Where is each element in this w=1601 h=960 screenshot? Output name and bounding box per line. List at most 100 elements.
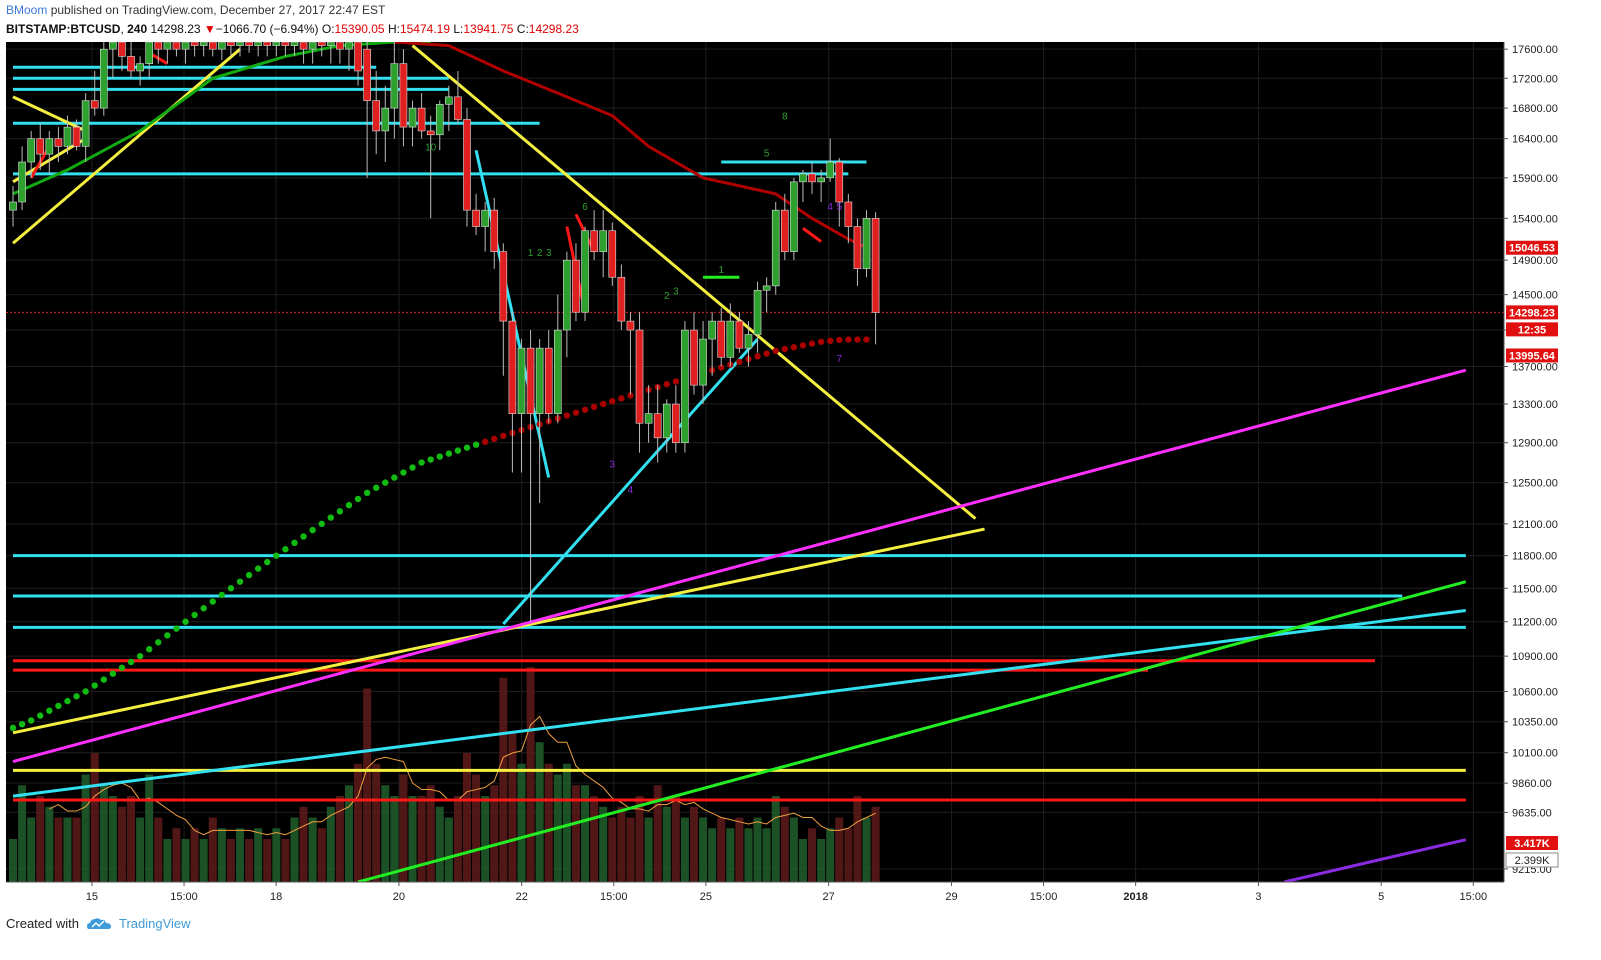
psar-dot [427, 456, 434, 463]
volume-bar [571, 785, 580, 882]
volume-tag: 3.417K [1514, 838, 1550, 850]
time-tick-label: 18 [270, 891, 282, 903]
time-axis[interactable]: 15 15:00 18 20 22 15:00 25 27 29 15:00 2018 3 5 15:00 [6, 881, 1595, 906]
price-tick-label: 17200.00 [1512, 73, 1558, 85]
interval-label[interactable]: 240 [127, 22, 148, 36]
candle-body [290, 42, 299, 46]
volume-bar [444, 817, 453, 882]
trend-line [12, 48, 241, 245]
candle-body [644, 413, 653, 424]
volume-bar [481, 796, 490, 882]
psar-dot [245, 571, 253, 579]
volume-bar [490, 785, 499, 882]
price-tick-label: 14900.00 [1512, 255, 1558, 267]
volume-bar [617, 806, 626, 882]
psar-dot [808, 340, 816, 347]
price-tick-label: 10900.00 [1512, 651, 1558, 663]
candle-body [9, 201, 17, 211]
volume-bar [99, 785, 108, 882]
count-label: 3 [673, 287, 679, 298]
candle-body [109, 42, 117, 50]
volume-bar [117, 806, 126, 882]
chart-area[interactable]: 10 8 6 5 4 5 3 4 7 1 2 3 1 2 3 17600.00 17200.00 16800.0… [6, 40, 1595, 906]
time-tick-label: 15:00 [170, 891, 198, 903]
volume-bar [472, 774, 481, 882]
candle-body [445, 96, 453, 105]
price-tick-label: 10100.00 [1512, 748, 1558, 760]
trend-line [12, 95, 87, 133]
candle-body [354, 42, 362, 72]
ma-red-line [394, 40, 868, 250]
psar-dot [817, 338, 825, 345]
psar-dot [309, 526, 316, 534]
count-label: 4 [628, 485, 634, 496]
volume-bar [780, 806, 789, 882]
candle-body [154, 42, 163, 50]
candle-body [435, 104, 444, 136]
time-tick-label: 5 [1378, 891, 1384, 903]
candle-body [63, 126, 72, 147]
count-label: 3 [546, 248, 552, 259]
candle-body [163, 42, 172, 50]
volume-bar [644, 817, 653, 882]
psar-dot [73, 693, 80, 700]
psar-dot [572, 409, 580, 416]
psar-dot [91, 682, 98, 689]
tradingview-link[interactable]: TradingView [118, 916, 191, 931]
volume-bar [635, 796, 644, 882]
volume-ma-tag: 2.399K [1515, 855, 1551, 867]
psar-dot [218, 591, 226, 599]
psar-dot [373, 484, 380, 491]
volume-bar [127, 796, 136, 882]
candle-body [672, 403, 680, 444]
candle-body [553, 329, 562, 414]
time-tick-label: 25 [700, 891, 712, 903]
last-price-tag-bg [1506, 305, 1558, 320]
time-tick-label: 27 [823, 891, 835, 903]
candle-body [626, 320, 635, 331]
high-value: 15474.19 [399, 22, 451, 36]
candle-body [236, 42, 244, 46]
candle-body [208, 42, 217, 50]
psar-dot [790, 344, 798, 351]
psar-dot [618, 395, 625, 402]
volume-bar [363, 688, 372, 882]
candle-body [771, 209, 780, 287]
psar-dot [264, 558, 271, 566]
psar-dot [827, 337, 834, 345]
volume-bars [9, 667, 880, 882]
candle-body [390, 63, 399, 109]
psar-dot [227, 585, 235, 592]
candle-body [454, 96, 462, 120]
candle-body [463, 119, 471, 211]
volume-bar [835, 817, 844, 882]
candlesticks [9, 42, 880, 622]
count-label: 10 [425, 142, 437, 153]
volume-bar [726, 828, 735, 882]
price-tick-label: 11800.00 [1512, 551, 1557, 563]
price-tick-label: 13300.00 [1512, 399, 1558, 411]
price-axis[interactable]: 17600.00 17200.00 16800.00 16400.00 15900.00… [1503, 42, 1595, 906]
candle-body [199, 42, 208, 46]
symbol-label[interactable]: BITSTAMP:BTCUSD [6, 22, 121, 36]
psar-dot [164, 632, 171, 639]
candle-body [653, 413, 662, 439]
volume-bar [335, 796, 344, 882]
trend-lines [12, 44, 1467, 882]
candle-body [345, 42, 353, 50]
author-link[interactable]: BMoom [6, 3, 48, 17]
psar-dot [491, 435, 498, 443]
price-tick-label: 13700.00 [1512, 362, 1558, 374]
volume-bar [653, 785, 662, 882]
candle-body [753, 289, 762, 335]
time-tick-label: 15:00 [600, 891, 628, 903]
price-tick-label: 12900.00 [1512, 438, 1558, 450]
candle-body [490, 209, 499, 252]
trend-line [12, 368, 1467, 763]
volume-bar [199, 839, 208, 882]
volume-bar [372, 763, 381, 882]
volume-bar [354, 763, 363, 882]
psar-dot [500, 432, 507, 440]
candle-body [544, 347, 553, 414]
